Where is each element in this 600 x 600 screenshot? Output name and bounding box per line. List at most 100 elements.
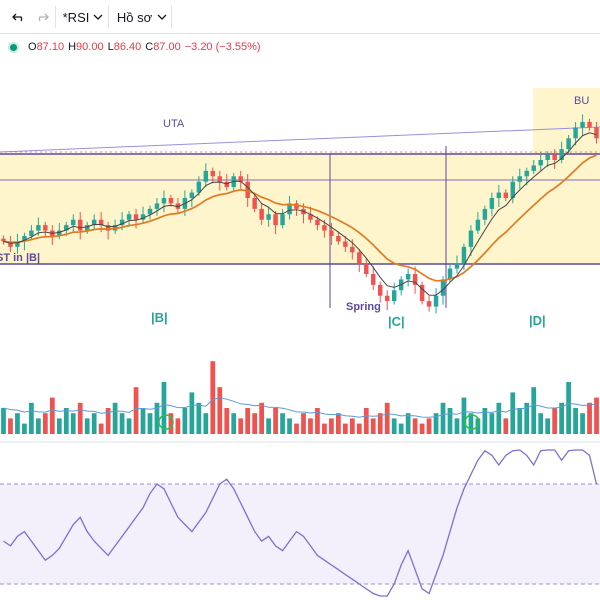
open-value: 87.10 (36, 41, 65, 53)
candle-body (78, 219, 83, 231)
candle-body (357, 252, 362, 264)
volume-bar (140, 408, 146, 434)
volume-bar (245, 408, 251, 434)
uta-trendline[interactable] (0, 126, 600, 153)
candle-body (510, 181, 516, 198)
rsi-line (3, 449, 598, 597)
volume-bar (454, 418, 460, 434)
volume-bar (210, 361, 216, 434)
candle-body (210, 170, 216, 177)
profile-label: Hồ sơ (116, 9, 153, 25)
ema-fast-line (3, 132, 597, 296)
st-in-b-label: ST in |B| (0, 252, 40, 264)
volume-bar (36, 418, 41, 434)
profile-dropdown[interactable]: Hồ sơ (113, 5, 171, 29)
candle-body (43, 225, 48, 231)
trading-range-zone (0, 154, 600, 264)
volume-bar (105, 408, 111, 434)
candle-body (308, 214, 313, 220)
candle-body (266, 214, 271, 220)
volume-bar (238, 418, 244, 434)
volume-bar (22, 423, 27, 434)
candle-body (8, 241, 13, 247)
volume-bar (196, 402, 202, 434)
candle-body (440, 279, 446, 296)
volume-bar (342, 423, 348, 434)
volume-bar (559, 402, 564, 434)
candle-body (343, 241, 348, 247)
candle-body (36, 225, 41, 231)
candle-body (126, 214, 132, 220)
candle-body (245, 181, 250, 198)
volume-bar (203, 413, 209, 434)
candle-body (426, 301, 432, 307)
volume-bar (147, 413, 153, 434)
volume-bar (224, 408, 230, 434)
candle-body (371, 274, 376, 285)
candle-body (29, 230, 34, 236)
volume-bar (384, 402, 390, 434)
phase-b-label: |B| (151, 310, 168, 325)
candle-body (587, 122, 592, 128)
candle-body (105, 225, 111, 231)
volume-bar (252, 413, 258, 434)
candle-body (238, 176, 243, 182)
volume-series (1, 361, 599, 434)
candle-body (336, 236, 341, 242)
candle-body (412, 274, 418, 285)
ohlc-legend: O 87.10 H 90.00 L 86.40 C 87.00 −3.20 (−… (10, 39, 265, 55)
candle-body (91, 219, 97, 226)
open-label: O (28, 41, 37, 53)
volume-bar (168, 413, 174, 434)
volume-bar (15, 413, 20, 434)
volume-bar (531, 387, 537, 434)
candle-body (364, 263, 369, 274)
volume-bar (217, 387, 223, 434)
redo-button[interactable] (31, 5, 53, 29)
volume-bar (336, 413, 341, 434)
close-value: 87.00 (153, 41, 181, 53)
price-chart[interactable]: UTA BU ST in |B| |B| |C| |D| Spring (0, 58, 600, 600)
volume-bar (566, 382, 571, 434)
high-value: 90.00 (76, 41, 104, 53)
candle-body (294, 203, 299, 209)
volume-bar (119, 413, 125, 434)
candle-body (168, 198, 174, 204)
candle-body (594, 127, 599, 139)
candle-body (217, 176, 222, 182)
candle-body (22, 236, 27, 242)
phase-d-label: |D| (529, 313, 546, 328)
candle-body (482, 208, 488, 220)
candle-body (189, 192, 195, 198)
volume-bar (363, 408, 369, 434)
candle-body (524, 170, 529, 177)
candle-body (252, 198, 257, 209)
volume-bar (524, 402, 530, 434)
candle-body (559, 149, 564, 160)
volume-bar (126, 418, 132, 434)
candle-body (259, 208, 264, 220)
undo-button[interactable] (8, 5, 30, 29)
volume-bar (412, 418, 418, 434)
candle-body (133, 214, 139, 220)
candle-body (280, 214, 285, 226)
candle-body (378, 284, 383, 296)
chevron-down-icon (157, 14, 167, 20)
volume-bar (56, 418, 62, 434)
chevron-down-icon (93, 14, 103, 20)
volume-bar (98, 423, 104, 434)
volume-bar (42, 413, 48, 434)
candle-body (475, 219, 481, 231)
candle-body (350, 246, 355, 253)
indicator-dropdown[interactable]: *RSI (60, 5, 106, 29)
volume-bar (301, 413, 306, 434)
candle-body (57, 230, 62, 236)
toolbar-divider (55, 6, 56, 28)
candle-body (503, 192, 509, 198)
candle-body (154, 203, 160, 209)
volume-bar (322, 423, 327, 434)
volume-marker-circle (158, 414, 174, 430)
candle-body (454, 263, 460, 269)
volume-bar (447, 408, 453, 434)
candle-body (468, 230, 474, 247)
